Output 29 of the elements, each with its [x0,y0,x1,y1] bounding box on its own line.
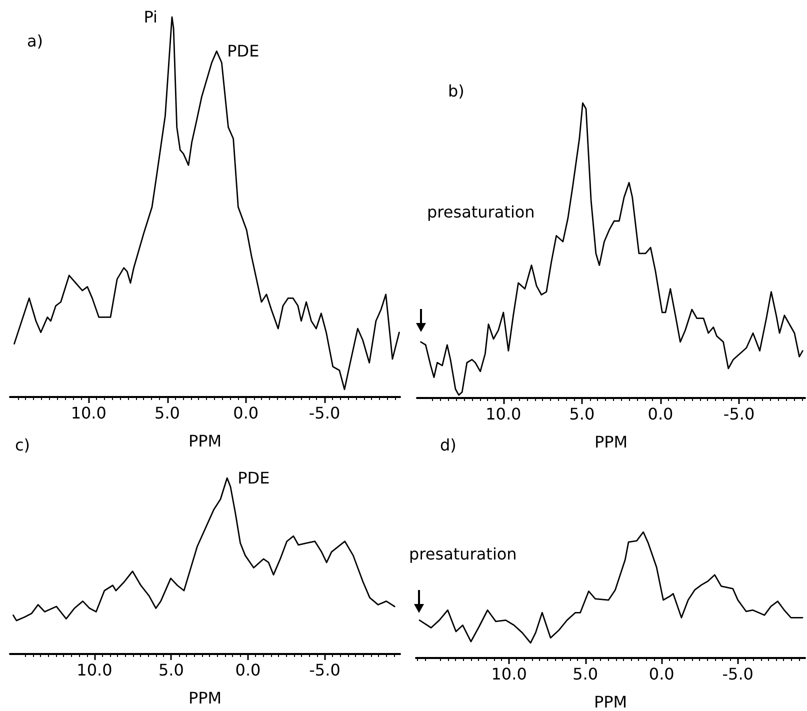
chart-title: c) [15,436,30,454]
x-tick-label: 0.0 [235,660,261,680]
chart-title: d) [440,436,456,454]
x-tick-label: -5.0 [308,404,340,422]
x-tick-label: 10.0 [76,660,112,680]
text: a) [27,32,44,50]
x-tick-label: 0.0 [648,664,674,684]
annotation: PDE [227,42,260,61]
annotation: PDE [238,468,270,488]
x-tick-label: -5.0 [722,664,754,684]
x-tick-label: -5.0 [723,404,755,424]
x-tick-label: 5.0 [572,664,598,684]
x-tick-label: 5.0 [569,404,595,424]
x-tick-label: 5.0 [158,660,184,680]
x-tick-label: 0.0 [233,404,259,422]
x-tick-label: 10.0 [486,404,522,424]
x-axis-title: PPM [594,432,628,452]
x-tick-label: 10.0 [491,664,527,684]
annotation: presaturation [427,202,535,222]
x-tick-label: -5.0 [309,660,340,680]
x-axis-title: PPM [188,432,222,450]
x-tick-label: 0.0 [648,404,674,424]
x-axis-title: PPM [594,692,628,711]
x-tick-label: 10.0 [70,404,106,422]
x-axis-title: PPM [188,688,222,708]
chart-title: b) [448,82,464,100]
x-tick-label: 5.0 [154,404,180,422]
annotation: Pi [144,8,158,26]
annotation: presaturation [409,544,517,564]
